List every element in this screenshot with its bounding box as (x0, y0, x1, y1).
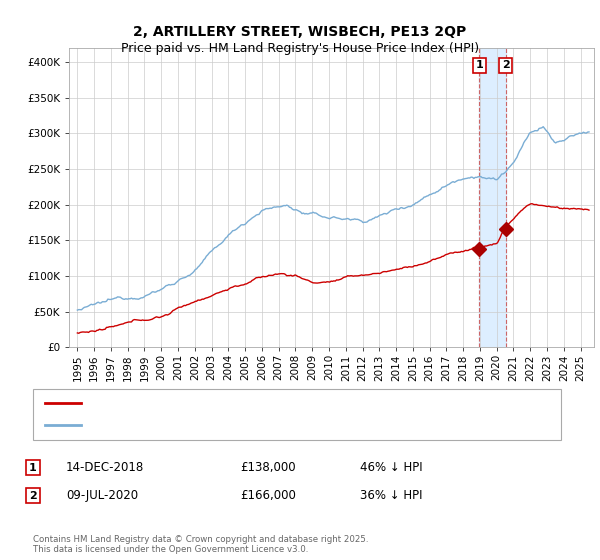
Bar (479, 48, 506, 347)
Text: £166,000: £166,000 (240, 489, 296, 502)
Text: 2, ARTILLERY STREET, WISBECH, PE13 2QP: 2, ARTILLERY STREET, WISBECH, PE13 2QP (133, 25, 467, 39)
Text: £138,000: £138,000 (240, 461, 296, 474)
Text: 14-DEC-2018: 14-DEC-2018 (66, 461, 144, 474)
Text: Contains HM Land Registry data © Crown copyright and database right 2025.
This d: Contains HM Land Registry data © Crown c… (33, 535, 368, 554)
Text: 36% ↓ HPI: 36% ↓ HPI (360, 489, 422, 502)
Text: 2: 2 (502, 60, 509, 71)
Text: 2: 2 (29, 491, 37, 501)
Text: HPI: Average price, detached house, Fenland: HPI: Average price, detached house, Fenl… (90, 421, 340, 431)
Text: 1: 1 (29, 463, 37, 473)
Text: 09-JUL-2020: 09-JUL-2020 (66, 489, 138, 502)
Text: 46% ↓ HPI: 46% ↓ HPI (360, 461, 422, 474)
Text: Price paid vs. HM Land Registry's House Price Index (HPI): Price paid vs. HM Land Registry's House … (121, 42, 479, 55)
Text: 1: 1 (475, 60, 483, 71)
Text: 2, ARTILLERY STREET, WISBECH, PE13 2QP (detached house): 2, ARTILLERY STREET, WISBECH, PE13 2QP (… (90, 398, 430, 408)
